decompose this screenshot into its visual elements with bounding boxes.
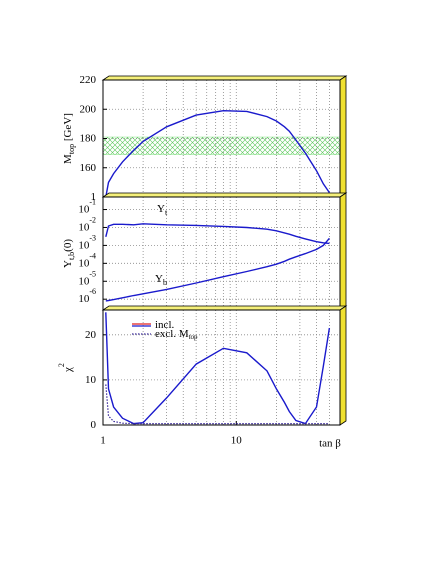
y-tick-exponent: -3 (89, 233, 96, 242)
plot-frame (102, 309, 341, 426)
y-tick-exponent: -4 (89, 251, 96, 260)
label-text: Y (62, 260, 74, 268)
label-sup: 2 (57, 363, 66, 367)
y-tick-text: 10 (78, 239, 90, 251)
label-text: χ (62, 367, 74, 373)
y-tick-label: 1 (91, 191, 97, 203)
annotation: Yt (157, 203, 168, 217)
y-axis-label: Yt,b(0) (62, 239, 76, 268)
label-rest: (0) (62, 239, 74, 252)
y-tick-exponent: -2 (89, 215, 96, 224)
y-tick-text: 220 (80, 74, 97, 86)
frame-top (101, 192, 348, 198)
y-tick-label: 160 (80, 161, 97, 173)
data-line (105, 109, 330, 198)
label-sub: top (67, 144, 76, 154)
data-line (105, 384, 330, 425)
y-tick-text: 10 (78, 257, 90, 269)
annotation-text: Y (155, 273, 163, 285)
y-tick-label: 10 (85, 373, 97, 385)
y-tick-label: 180 (80, 132, 97, 144)
x-tick-label: 10 (231, 435, 243, 447)
y-tick-text: 10 (78, 221, 90, 233)
annotation-sub: t (165, 208, 168, 217)
label-rest: [GeV] (62, 113, 74, 144)
y-tick-label: 10-2 (78, 215, 96, 233)
label-sub: t,b (67, 252, 76, 260)
legend-text: excl. M (155, 328, 189, 340)
legend-sub: top (189, 333, 198, 341)
frame-top (101, 305, 348, 311)
y-axis-label: Mtop [GeV] (62, 113, 76, 164)
data-line (105, 312, 331, 425)
y-tick-text: 160 (80, 161, 97, 173)
y-tick-exponent: -5 (89, 269, 96, 278)
y-tick-label: 200 (80, 103, 97, 115)
y-tick-text: 0 (91, 419, 97, 431)
frame-side (339, 75, 347, 198)
frame-side (339, 305, 347, 426)
data-line (105, 223, 330, 245)
y-tick-text: 20 (85, 328, 97, 340)
y-tick-label: 10-6 (78, 287, 96, 305)
frame-top (101, 75, 348, 81)
y-tick-text: 10 (78, 293, 90, 305)
label-text: M (62, 154, 74, 164)
y-tick-label: 10-4 (78, 251, 96, 269)
y-tick-exponent: -1 (89, 197, 96, 206)
y-axis-label: χ2 (57, 363, 74, 373)
y-tick-label: 10-1 (78, 197, 96, 215)
data-line (105, 237, 330, 302)
y-tick-label: 10-5 (78, 269, 96, 287)
y-tick-exponent: -6 (89, 287, 96, 296)
y-tick-text: 10 (85, 373, 97, 385)
frame-side (339, 192, 347, 311)
y-tick-label: 220 (80, 74, 97, 86)
y-tick-text: 180 (80, 132, 97, 144)
y-tick-text: 10 (78, 203, 90, 215)
legend-text: incl. (155, 319, 174, 331)
annotation: Yb (155, 273, 167, 287)
legend-label: excl. Mtop (155, 328, 198, 341)
annotation-text: Y (157, 203, 165, 215)
y-tick-label: 20 (85, 328, 97, 340)
y-tick-label: 10-3 (78, 233, 96, 251)
legend-label: incl. (155, 319, 174, 331)
x-axis-label: tan β (319, 438, 341, 450)
y-tick-text: 1 (91, 191, 97, 203)
y-tick-text: 200 (80, 103, 97, 115)
y-tick-text: 10 (78, 275, 90, 287)
annotation-sub: b (163, 278, 167, 287)
x-tick-label: 1 (100, 435, 106, 447)
y-tick-label: 0 (91, 419, 97, 431)
